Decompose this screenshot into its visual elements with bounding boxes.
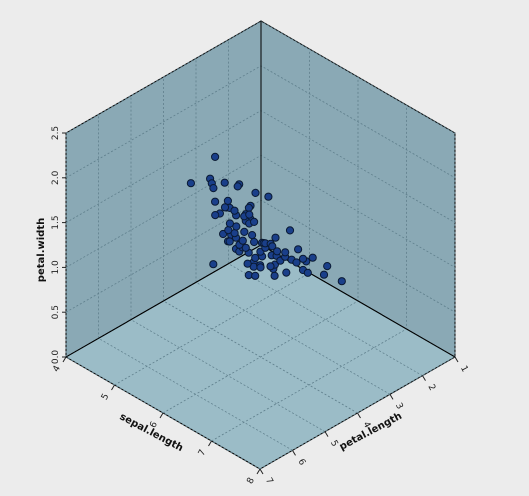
data-point — [273, 247, 282, 256]
y-tick-mark — [389, 394, 394, 400]
z-axis-label: petal.width — [36, 218, 47, 282]
x-tick-label: 5 — [100, 392, 112, 402]
data-point — [298, 254, 308, 263]
data-point — [337, 277, 346, 286]
data-point — [282, 268, 291, 277]
z-tick-label: 1.5 — [51, 215, 61, 229]
data-point — [251, 271, 260, 280]
data-point — [211, 197, 220, 206]
data-point — [270, 271, 279, 280]
data-point — [250, 217, 259, 226]
data-point — [238, 236, 247, 245]
y-tick-label: 1 — [458, 364, 470, 374]
y-tick-mark — [422, 375, 426, 381]
y-tick-mark — [292, 450, 296, 456]
x-tick-label: 4 — [51, 364, 63, 374]
z-tick-label: 1.0 — [51, 260, 61, 275]
data-point — [268, 242, 277, 251]
data-point — [225, 237, 234, 246]
data-point — [323, 262, 332, 271]
data-point — [250, 237, 259, 247]
data-point — [251, 188, 260, 197]
z-tick-label: 0.0 — [51, 350, 61, 365]
data-point — [240, 227, 249, 236]
data-point — [266, 262, 275, 271]
data-point — [256, 263, 265, 272]
data-point — [319, 270, 329, 279]
data-point — [209, 260, 218, 269]
x-tick-mark — [256, 468, 261, 475]
data-point — [232, 222, 241, 231]
data-point — [209, 184, 218, 193]
y-tick-label: 6 — [296, 458, 308, 468]
x-tick-mark — [159, 412, 164, 419]
x-tick-label: 8 — [245, 476, 257, 486]
data-point — [251, 253, 260, 262]
data-point — [225, 219, 234, 228]
data-point — [230, 206, 239, 215]
data-point — [281, 248, 290, 257]
z-tick-label: 0.5 — [51, 305, 61, 319]
data-point — [271, 233, 280, 242]
data-point — [264, 192, 273, 201]
data-point — [303, 268, 312, 277]
data-point — [233, 182, 242, 191]
data-point — [243, 259, 252, 268]
data-point — [285, 226, 295, 235]
data-point — [211, 152, 220, 161]
x-tick-label: 6 — [148, 420, 160, 430]
x-tick-mark — [111, 384, 115, 391]
z-tick-label: 2.5 — [51, 126, 61, 140]
y-tick-mark — [259, 468, 264, 475]
y-tick-mark — [324, 431, 329, 437]
data-point — [186, 179, 195, 188]
data-point — [220, 178, 229, 187]
data-point — [292, 258, 301, 267]
y-tick-label: 4 — [361, 420, 373, 430]
data-point — [294, 245, 303, 254]
y-tick-mark — [454, 356, 459, 363]
y-tick-label: 5 — [328, 439, 340, 449]
y-tick-label: 3 — [393, 402, 405, 412]
data-point — [211, 211, 220, 220]
floor-edge — [65, 244, 262, 358]
data-point — [220, 203, 230, 212]
x-tick-label: 7 — [197, 448, 209, 458]
data-point — [245, 210, 254, 219]
data-point — [241, 243, 250, 252]
y-tick-label: 2 — [426, 383, 438, 393]
y-tick-mark — [357, 412, 361, 419]
x-tick-mark — [208, 440, 212, 447]
data-point — [308, 253, 317, 262]
z-tick-label: 2.0 — [51, 170, 61, 185]
data-point — [248, 231, 257, 240]
y-tick-label: 7 — [263, 476, 275, 486]
x-tick-mark — [62, 356, 67, 363]
data-point — [224, 226, 233, 235]
